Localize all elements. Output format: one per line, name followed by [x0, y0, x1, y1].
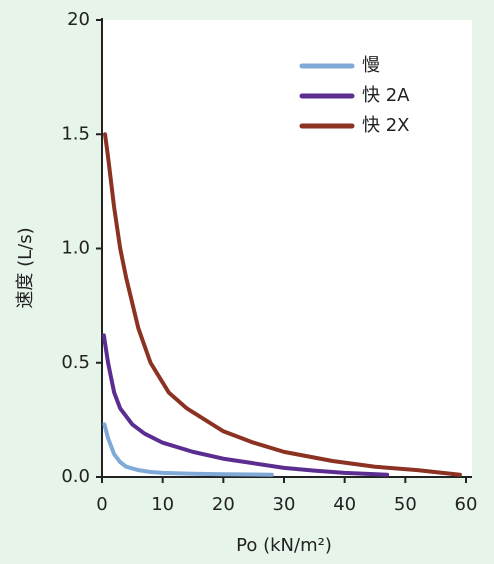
x-tick-label: 10: [151, 494, 174, 515]
y-tick-label: 0.0: [61, 466, 90, 487]
y-tick-label: 1.0: [61, 238, 90, 259]
plot-area: [102, 20, 472, 477]
x-tick-label: 40: [333, 494, 356, 515]
legend-label: 快 2A: [362, 85, 410, 106]
x-axis-label: Po (kN/m²): [236, 535, 332, 556]
legend-label: 慢: [362, 55, 380, 76]
x-tick-label: 50: [394, 494, 417, 515]
x-tick-label: 60: [455, 494, 478, 515]
y-tick-label: 1.5: [61, 123, 90, 144]
y-axis-label: 速度 (L/s): [15, 227, 36, 308]
legend-label: 快 2X: [362, 115, 410, 136]
y-tick-label: 20: [67, 9, 90, 30]
line: [101, 333, 390, 477]
line: [103, 132, 462, 477]
x-tick-label: 0: [96, 494, 107, 515]
y-tick-label: 0.5: [61, 352, 90, 373]
x-tick-label: 30: [273, 494, 296, 515]
x-tick-label: 20: [212, 494, 235, 515]
line: [102, 422, 274, 477]
